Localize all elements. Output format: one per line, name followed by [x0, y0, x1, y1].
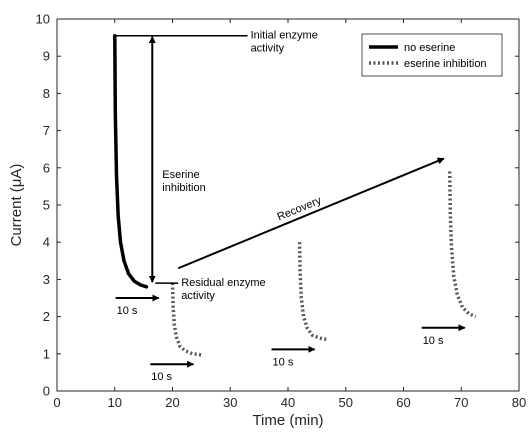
residual-enzyme-label: Residual enzyme	[181, 277, 265, 289]
time-scale-label: 10 s	[117, 305, 138, 317]
y-tick-label: 7	[43, 123, 50, 138]
y-tick-label: 5	[43, 198, 50, 213]
plot-area	[56, 18, 520, 392]
legend-box	[361, 33, 503, 77]
y-tick-label: 10	[36, 12, 50, 27]
y-tick-label: 9	[43, 49, 50, 64]
residual-enzyme-label: activity	[181, 290, 215, 302]
series-line-eserine-inhibition-3	[447, 171, 477, 319]
y-tick-label: 0	[43, 384, 50, 399]
y-tick-label: 3	[43, 272, 50, 287]
eserine-inhibition-label: inhibition	[162, 182, 205, 194]
y-tick-label: 1	[43, 346, 50, 361]
series-line-eserine-inhibition-1	[170, 283, 202, 357]
x-tick-label: 60	[396, 395, 410, 410]
initial-enzyme-label: activity	[251, 43, 285, 55]
eserine-inhibition-label: Eserine	[162, 169, 199, 181]
y-tick-label: 8	[43, 86, 50, 101]
x-tick-label: 80	[512, 395, 526, 410]
x-tick-label: 30	[223, 395, 237, 410]
x-axis-title: Time (min)	[252, 412, 323, 429]
y-axis-title: Current (μA)	[8, 164, 25, 247]
legend-label-no-eserine: no eserine	[404, 42, 455, 54]
y-tick-label: 4	[43, 235, 50, 250]
time-scale-label: 10 s	[423, 335, 444, 347]
initial-enzyme-label: Initial enzyme	[251, 30, 318, 42]
legend-label-eserine-inhibition: eserine inhibition	[404, 58, 487, 70]
legend: no eserine eserine inhibition	[361, 33, 503, 77]
y-tick-label: 2	[43, 309, 50, 324]
x-tick-label: 0	[53, 395, 60, 410]
x-tick-label: 20	[165, 395, 179, 410]
time-scale-label: 10 s	[151, 371, 172, 383]
series-line-no-eserine	[113, 33, 149, 289]
x-tick-label: 50	[339, 395, 353, 410]
time-scale-label: 10 s	[273, 356, 294, 368]
recovery-arrow	[177, 157, 445, 270]
y-tick-label: 6	[43, 160, 50, 175]
x-tick-label: 70	[454, 395, 468, 410]
axes: 0 10 20 30 40 50 60 70 80 0 1 2 3 4 5 6 7 8 9 10	[36, 12, 527, 411]
x-tick-label: 10	[108, 395, 122, 410]
x-tick-label: 40	[281, 395, 295, 410]
series-layer	[113, 33, 477, 357]
